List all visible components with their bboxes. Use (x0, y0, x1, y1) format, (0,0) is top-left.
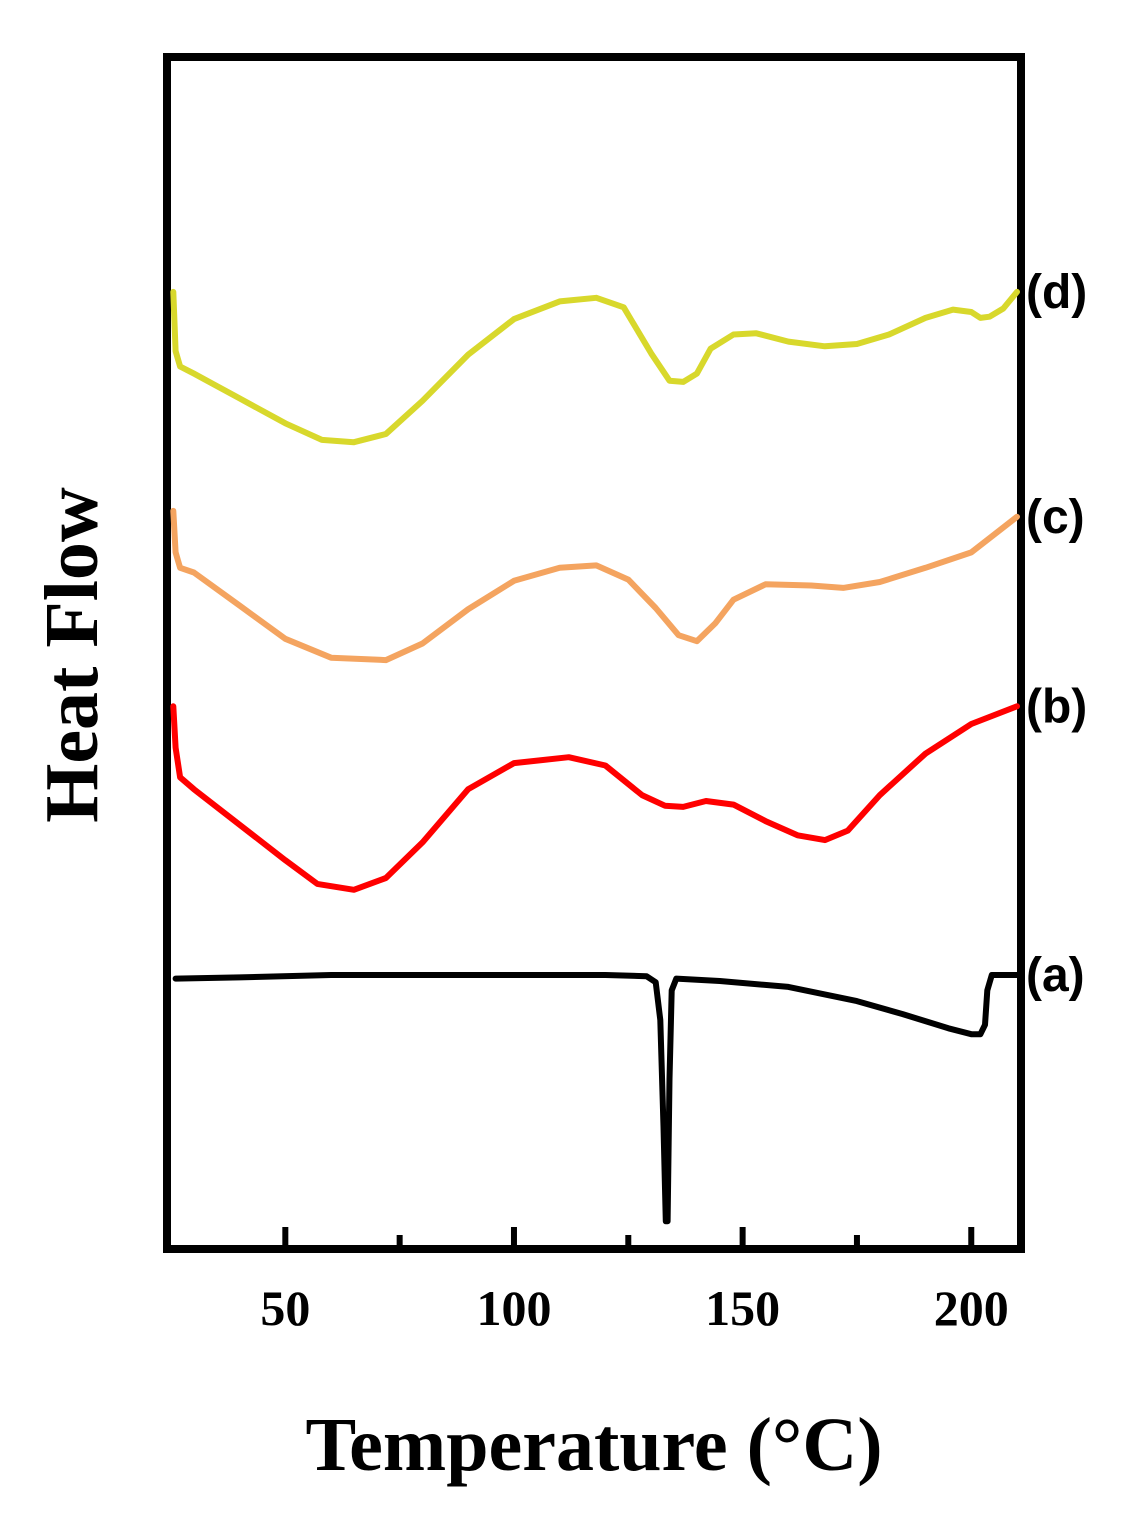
x-tick-label: 200 (934, 1280, 1009, 1336)
series-label-b: (b) (1026, 680, 1087, 733)
x-tick-label: 50 (260, 1280, 310, 1336)
x-tick-label: 150 (705, 1280, 780, 1336)
series-labels: (a) (b) (c) (d) (1026, 266, 1087, 1002)
series-line-d (170, 288, 1020, 446)
series-label-d: (d) (1026, 266, 1087, 319)
series-line-c (170, 507, 1020, 664)
plot-frame (163, 53, 1025, 1253)
series-label-c: (c) (1026, 491, 1085, 544)
series-group (170, 288, 1020, 1225)
x-axis-title: Temperature (°C) (305, 1403, 882, 1487)
series-label-a: (a) (1026, 949, 1085, 1002)
series-line-a (172, 972, 1020, 1225)
x-tick-label: 100 (476, 1280, 551, 1336)
x-axis-ticks (282, 1227, 975, 1245)
x-axis-tick-labels: 50 100 150 200 (260, 1280, 1008, 1336)
y-axis-title: Heat Flow (30, 487, 114, 823)
series-line-b (170, 703, 1020, 893)
